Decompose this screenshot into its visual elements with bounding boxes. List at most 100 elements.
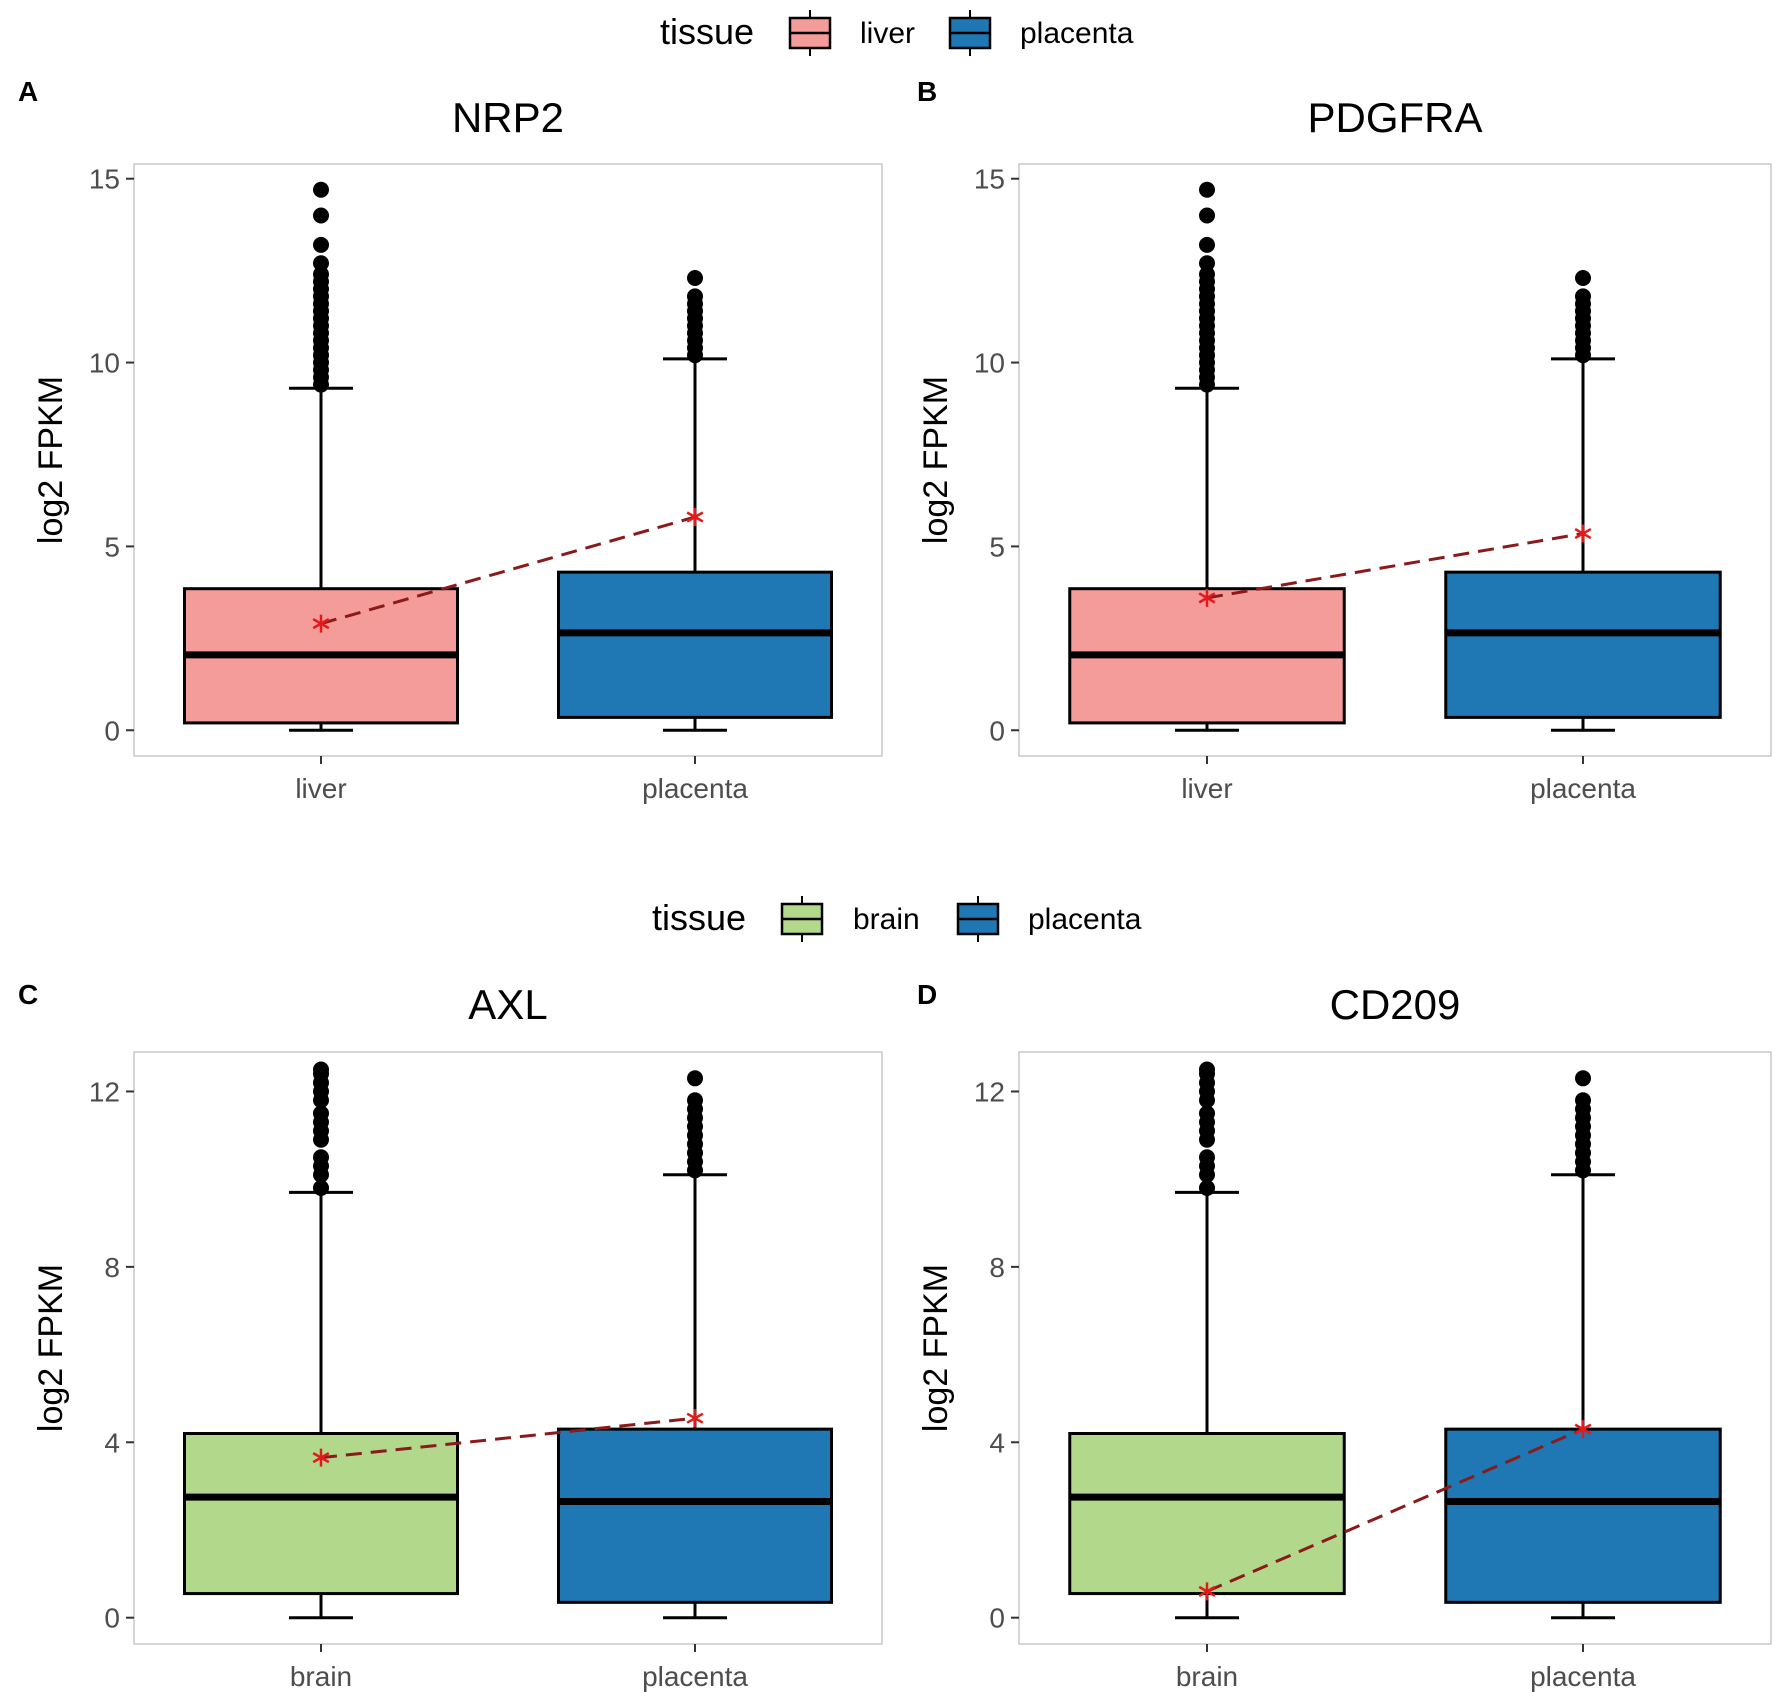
mean-marker	[1198, 588, 1216, 607]
x-tick-label: brain	[290, 1661, 352, 1692]
panel-c: C AXL 0 4 8 12 log2 FPKM brain placenta	[18, 979, 883, 1692]
x-tick-label: liver	[1181, 773, 1232, 804]
outlier-point	[687, 1092, 703, 1109]
y-tick-label: 12	[974, 1076, 1005, 1107]
mean-marker	[686, 507, 704, 526]
mean-marker	[1198, 1582, 1216, 1601]
y-tick-label: 8	[989, 1252, 1005, 1283]
outlier-point	[687, 288, 703, 305]
legend-middle: tissue brain placenta	[652, 896, 1142, 942]
mean-marker-stroke	[686, 511, 704, 523]
x-tick-label: placenta	[642, 1661, 748, 1692]
mean-marker-stroke	[312, 618, 330, 630]
mean-marker	[686, 1409, 704, 1428]
outlier-point	[687, 269, 703, 286]
outlier-point	[1199, 236, 1215, 253]
outlier-point	[313, 1061, 329, 1078]
outlier-point	[1575, 1070, 1591, 1087]
panel-title: AXL	[468, 981, 547, 1028]
outlier-point	[1199, 1105, 1215, 1122]
outlier-point	[687, 1070, 703, 1087]
legend-label-placenta: placenta	[1028, 903, 1142, 936]
legend-top: tissue liver placenta	[660, 10, 1134, 56]
outlier-point	[1575, 1092, 1591, 1109]
y-tick-label: 4	[989, 1427, 1005, 1458]
legend-key-liver	[788, 10, 832, 56]
legend-title: tissue	[652, 897, 746, 938]
y-tick-label: 0	[989, 715, 1005, 746]
panel-a: A NRP2 0 5 10 15 log2 FPKM liver placenta	[18, 76, 883, 804]
legend-label-brain: brain	[853, 903, 920, 936]
box-brain	[1068, 1432, 1346, 1596]
y-tick-label: 5	[989, 531, 1005, 562]
box-placenta	[556, 570, 834, 719]
outlier-point	[1575, 269, 1591, 286]
outlier-point	[313, 1105, 329, 1122]
outlier-point	[1199, 266, 1215, 283]
y-axis-label: log2 FPKM	[32, 376, 70, 544]
mean-marker-stroke	[1198, 1585, 1216, 1597]
y-tick-label: 10	[89, 348, 120, 379]
mean-line	[320, 515, 696, 626]
mean-line	[320, 1416, 696, 1460]
mean-marker	[312, 614, 330, 633]
mean-marker-stroke	[1198, 592, 1216, 604]
outlier-point	[1199, 181, 1215, 198]
y-tick-label: 15	[974, 164, 1005, 195]
outlier-point	[313, 207, 329, 224]
panel-letter: A	[18, 76, 38, 107]
mean-marker	[312, 1448, 330, 1467]
mean-marker	[1574, 524, 1592, 543]
mean-marker-stroke	[1574, 527, 1592, 540]
x-tick-label: placenta	[1530, 773, 1636, 804]
outlier-point	[1199, 1179, 1215, 1196]
panel-letter: D	[917, 979, 937, 1010]
outlier-point	[1199, 1061, 1215, 1078]
box-placenta	[1444, 1427, 1722, 1604]
y-axis-label: log2 FPKM	[32, 1264, 70, 1432]
y-tick-label: 15	[89, 164, 120, 195]
y-tick-label: 10	[974, 348, 1005, 379]
y-tick-label: 8	[104, 1252, 120, 1283]
y-tick-label: 0	[989, 1603, 1005, 1634]
y-tick-label: 0	[104, 1603, 120, 1634]
y-tick-label: 5	[104, 531, 120, 562]
mean-marker-stroke	[686, 1412, 704, 1424]
legend-label-placenta: placenta	[1020, 17, 1134, 50]
panel-d: D CD209 0 4 8 12 log2 FPKM brain placenta	[917, 979, 1772, 1692]
outlier-point	[1199, 1149, 1215, 1166]
legend-title: tissue	[660, 11, 754, 52]
y-tick-label: 4	[104, 1427, 120, 1458]
x-tick-label: brain	[1176, 1661, 1238, 1692]
box-placenta	[556, 1427, 834, 1604]
legend-key-placenta	[956, 896, 1000, 942]
outlier-point	[313, 1179, 329, 1196]
mean-line	[1206, 1427, 1584, 1593]
outlier-point	[1575, 288, 1591, 305]
panel-b: B PDGFRA 0 5 10 15 log2 FPKM liver placenta	[917, 76, 1772, 804]
panel-title: CD209	[1330, 981, 1461, 1028]
outlier-point	[313, 1149, 329, 1166]
y-axis-label: log2 FPKM	[917, 1264, 955, 1432]
box-placenta	[1444, 570, 1722, 719]
y-tick-label: 0	[104, 715, 120, 746]
panel-title: NRP2	[452, 94, 564, 141]
outlier-point	[313, 181, 329, 198]
panel-title: PDGFRA	[1307, 94, 1482, 141]
outlier-point	[313, 266, 329, 283]
y-tick-label: 12	[89, 1076, 120, 1107]
panel-letter: B	[917, 76, 937, 107]
x-tick-label: placenta	[1530, 1661, 1636, 1692]
legend-key-brain	[780, 896, 824, 942]
legend-key-placenta	[948, 10, 992, 56]
x-tick-label: liver	[295, 773, 346, 804]
mean-marker	[1574, 1420, 1592, 1439]
mean-marker-stroke	[1574, 1423, 1592, 1435]
outlier-point	[1199, 255, 1215, 272]
outlier-point	[313, 236, 329, 253]
legend-label-liver: liver	[860, 17, 915, 50]
y-axis-label: log2 FPKM	[917, 376, 955, 544]
outlier-point	[1199, 207, 1215, 224]
mean-marker-stroke	[312, 1452, 330, 1464]
